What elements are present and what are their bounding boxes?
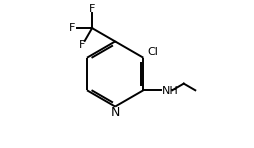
Text: F: F	[79, 40, 86, 50]
Text: F: F	[89, 4, 95, 14]
Text: NH: NH	[162, 86, 179, 96]
Text: F: F	[69, 23, 76, 33]
Text: Cl: Cl	[148, 47, 159, 57]
Text: N: N	[110, 106, 120, 119]
